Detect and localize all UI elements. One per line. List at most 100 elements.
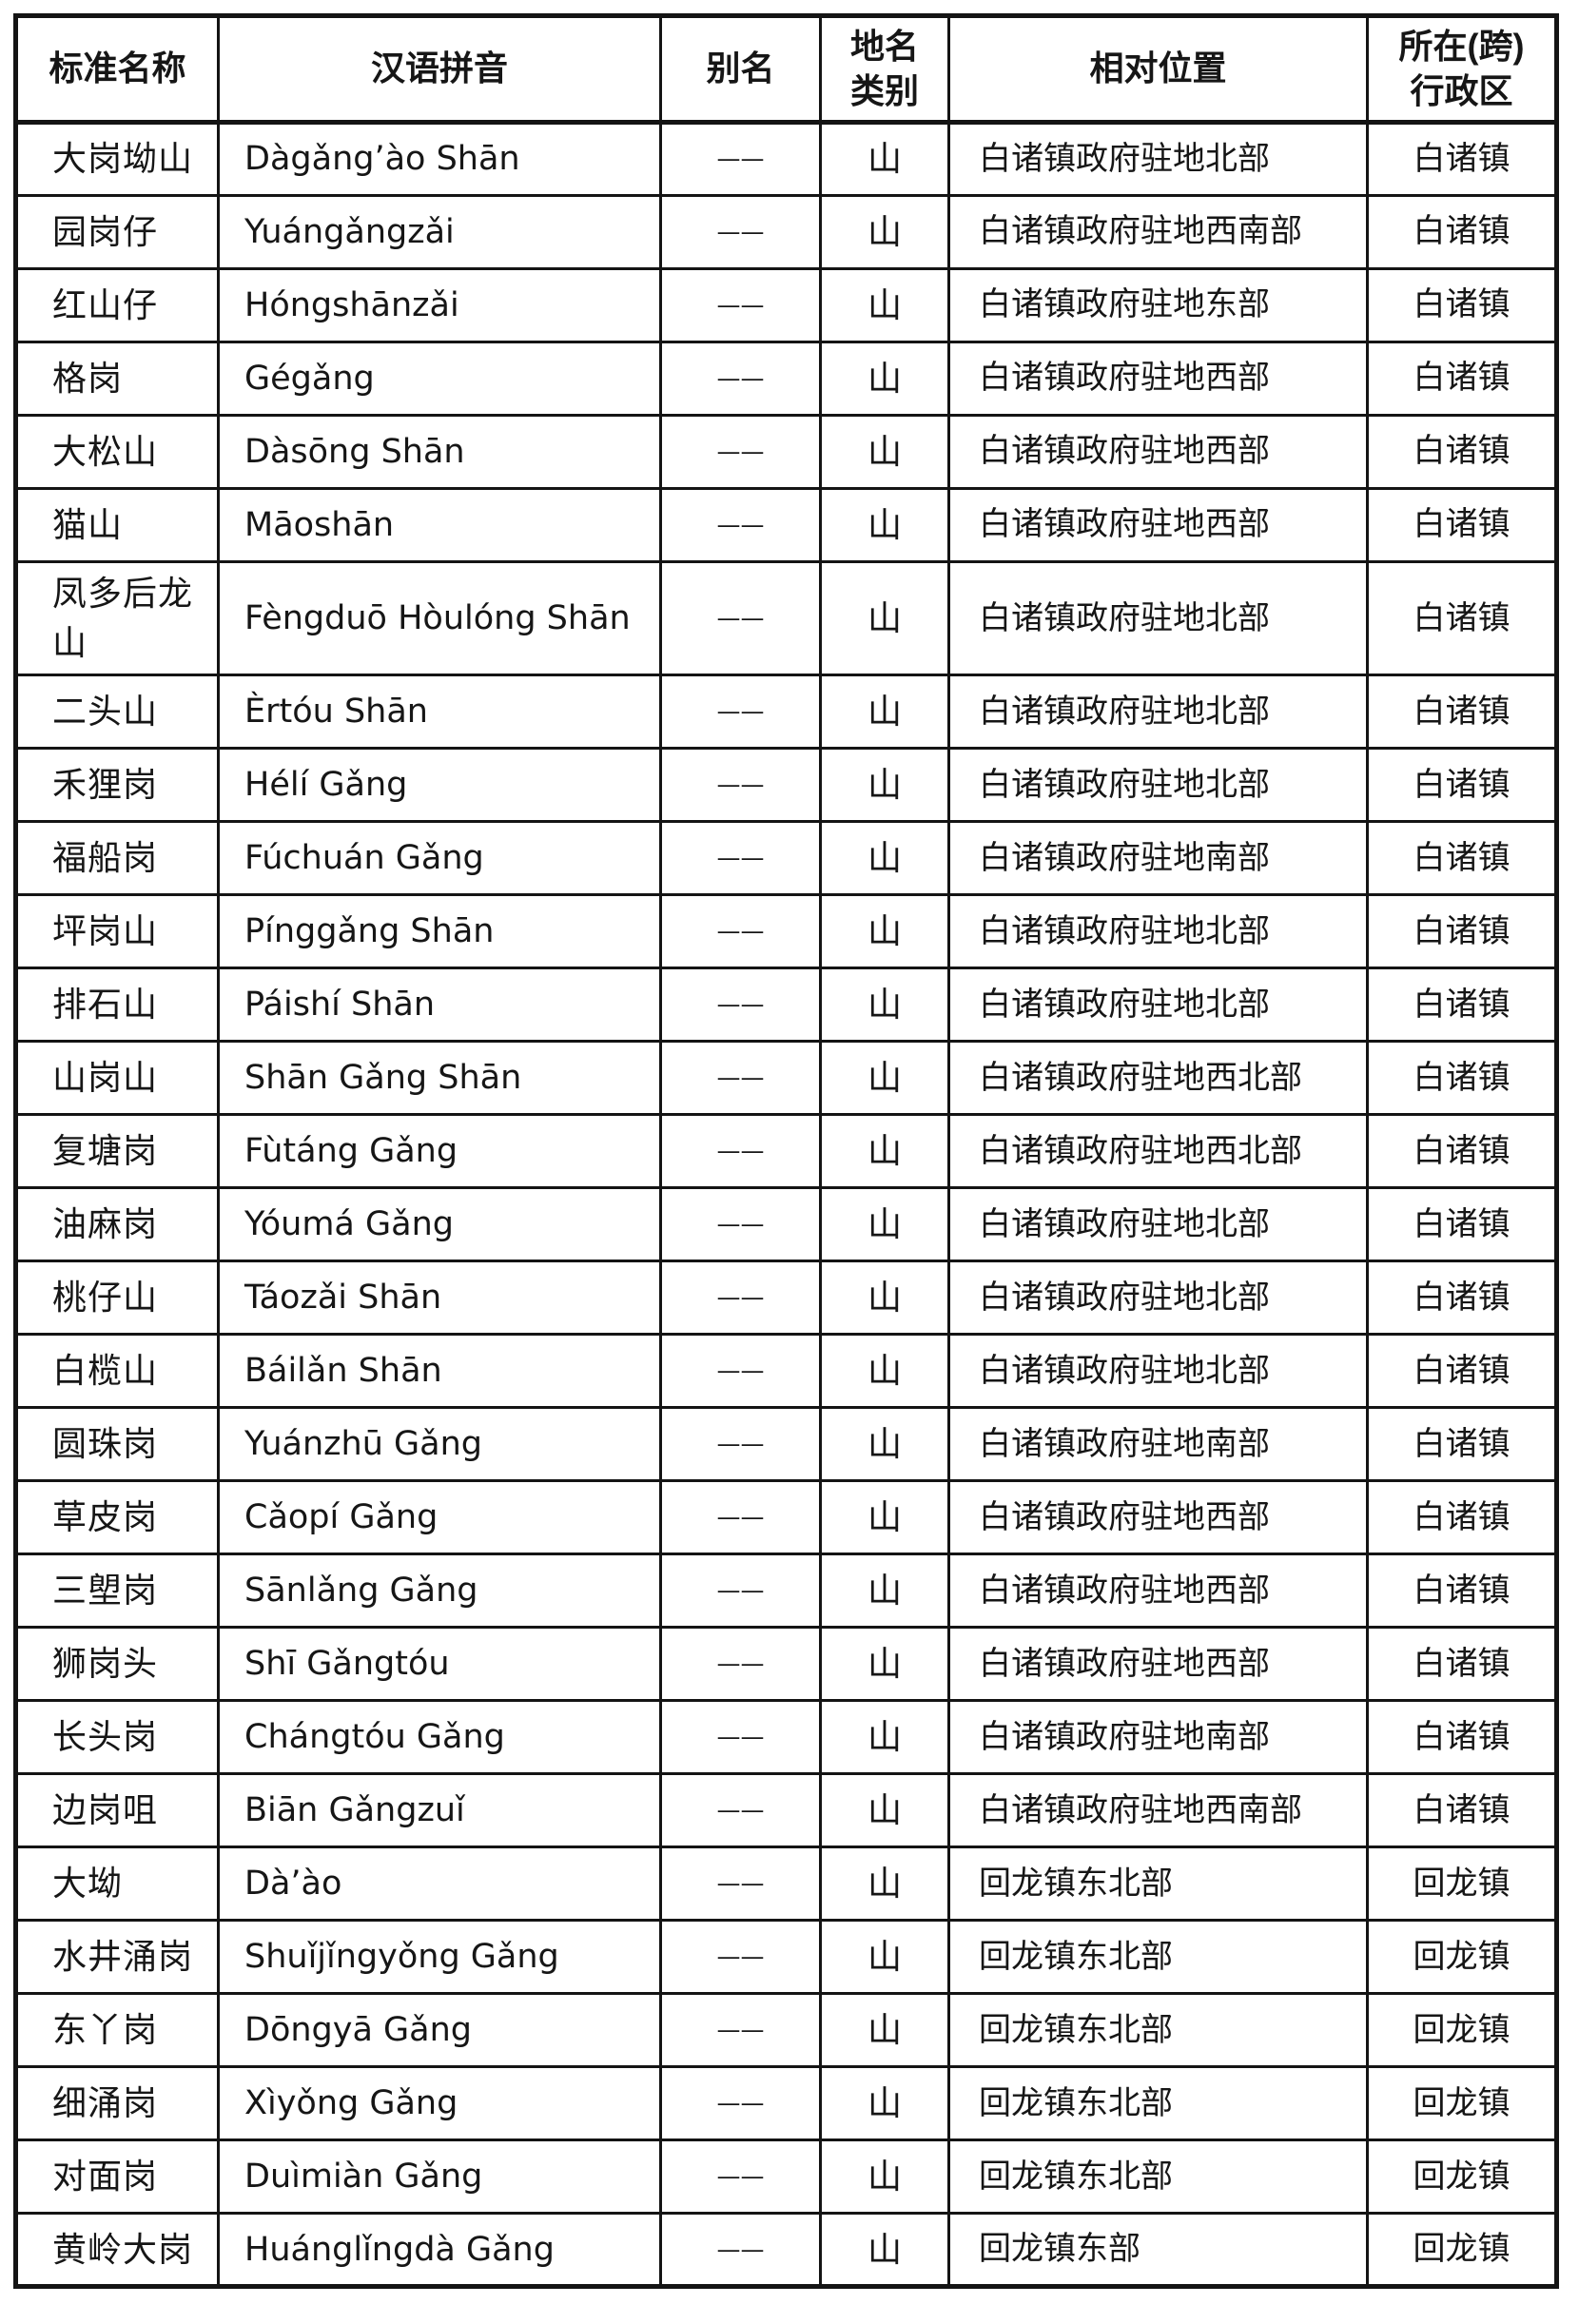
cell-category: 山 [819, 1553, 950, 1630]
cell-alias: —— [659, 820, 822, 897]
cell-alias: —— [659, 2138, 822, 2216]
cell-name: 对面岗 [14, 2138, 220, 2216]
table-row: 狮岗头 Shī Gǎngtóu —— 山白诸镇政府驻地西部 白诸镇 [14, 1626, 1558, 1703]
cell-position: 白诸镇政府驻地西部 [947, 1479, 1369, 1556]
cell-region: 白诸镇 [1366, 1333, 1558, 1410]
cell-name: 长头岗 [14, 1699, 220, 1776]
cell-pinyin: Fùtáng Gǎng [217, 1113, 662, 1190]
table-row: 黄岭大岗 Huánglǐngdà Gǎng —— 山回龙镇东部 回龙镇 [14, 2212, 1558, 2289]
cell-alias: —— [659, 1113, 822, 1190]
table-header-row: 标准名称 汉语拼音 别名 地名 类别 相对位置 所在(跨) 行政区 [14, 14, 1558, 125]
cell-region: 白诸镇 [1366, 1040, 1558, 1117]
cell-name: 狮岗头 [14, 1626, 220, 1703]
cell-position: 白诸镇政府驻地西部 [947, 487, 1369, 563]
cell-name: 凤多后龙山 [14, 559, 220, 677]
cell-position: 白诸镇政府驻地南部 [947, 1699, 1369, 1776]
table-row: 禾狸岗 Hélí Gǎng —— 山白诸镇政府驻地北部 白诸镇 [14, 747, 1558, 824]
cell-name: 桃仔山 [14, 1260, 220, 1337]
cell-region: 白诸镇 [1366, 1260, 1558, 1337]
cell-pinyin: Fèngduō Hòulóng Shān [217, 559, 662, 677]
cell-position: 白诸镇政府驻地西部 [947, 1626, 1369, 1703]
cell-region: 白诸镇 [1366, 1113, 1558, 1190]
cell-alias: —— [659, 194, 822, 270]
cell-category: 山 [819, 2212, 950, 2289]
cell-category: 山 [819, 1186, 950, 1263]
cell-region: 回龙镇 [1366, 2138, 1558, 2216]
cell-pinyin: Sānlǎng Gǎng [217, 1553, 662, 1630]
cell-alias: —— [659, 1699, 822, 1776]
cell-region: 白诸镇 [1366, 1553, 1558, 1630]
cell-category: 山 [819, 747, 950, 824]
cell-name: 油麻岗 [14, 1186, 220, 1263]
cell-alias: —— [659, 1919, 822, 1996]
cell-name: 格岗 [14, 341, 220, 417]
table-row: 大松山 Dàsōng Shān —— 山白诸镇政府驻地西部 白诸镇 [14, 414, 1558, 490]
cell-region: 回龙镇 [1366, 2065, 1558, 2142]
cell-pinyin: Táozǎi Shān [217, 1260, 662, 1337]
cell-region: 白诸镇 [1366, 1479, 1558, 1556]
cell-alias: —— [659, 121, 822, 197]
cell-region: 白诸镇 [1366, 121, 1558, 197]
table-row: 山岗山 Shān Gǎng Shān —— 山白诸镇政府驻地西北部 白诸镇 [14, 1040, 1558, 1117]
cell-category: 山 [819, 267, 950, 343]
cell-name: 圆珠岗 [14, 1406, 220, 1483]
cell-category: 山 [819, 341, 950, 417]
cell-position: 回龙镇东部 [947, 2212, 1369, 2289]
cell-region: 白诸镇 [1366, 341, 1558, 417]
cell-pinyin: Dà’ào [217, 1846, 662, 1923]
table-row: 细涌岗 Xìyǒng Gǎng —— 山回龙镇东北部 回龙镇 [14, 2065, 1558, 2142]
cell-name: 东丫岗 [14, 1992, 220, 2069]
cell-name: 黄岭大岗 [14, 2212, 220, 2289]
cell-alias: —— [659, 1992, 822, 2069]
cell-pinyin: Shī Gǎngtóu [217, 1626, 662, 1703]
table-row: 水井涌岗 Shuǐjǐngyǒng Gǎng —— 山回龙镇东北部 回龙镇 [14, 1919, 1558, 1996]
cell-name: 二头山 [14, 674, 220, 751]
cell-pinyin: Fúchuán Gǎng [217, 820, 662, 897]
cell-category: 山 [819, 1479, 950, 1556]
cell-position: 回龙镇东北部 [947, 1992, 1369, 2069]
cell-category: 山 [819, 1919, 950, 1996]
cell-position: 白诸镇政府驻地西部 [947, 414, 1369, 490]
cell-position: 白诸镇政府驻地西北部 [947, 1040, 1369, 1117]
cell-position: 白诸镇政府驻地北部 [947, 674, 1369, 751]
cell-position: 白诸镇政府驻地南部 [947, 820, 1369, 897]
cell-name: 福船岗 [14, 820, 220, 897]
cell-position: 白诸镇政府驻地北部 [947, 747, 1369, 824]
cell-alias: —— [659, 1772, 822, 1849]
cell-alias: —— [659, 487, 822, 563]
cell-alias: —— [659, 1626, 822, 1703]
cell-alias: —— [659, 267, 822, 343]
cell-region: 白诸镇 [1366, 1626, 1558, 1703]
cell-name: 复塘岗 [14, 1113, 220, 1190]
cell-category: 山 [819, 414, 950, 490]
cell-pinyin: Xìyǒng Gǎng [217, 2065, 662, 2142]
cell-pinyin: Yóumá Gǎng [217, 1186, 662, 1263]
cell-alias: —— [659, 341, 822, 417]
cell-pinyin: Biān Gǎngzuǐ [217, 1772, 662, 1849]
cell-alias: —— [659, 1553, 822, 1630]
cell-category: 山 [819, 1113, 950, 1190]
cell-name: 大岗坳山 [14, 121, 220, 197]
cell-category: 山 [819, 1772, 950, 1849]
cell-category: 山 [819, 487, 950, 563]
cell-position: 白诸镇政府驻地北部 [947, 1333, 1369, 1410]
cell-category: 山 [819, 674, 950, 751]
table-row: 长头岗 Chángtóu Gǎng —— 山白诸镇政府驻地南部 白诸镇 [14, 1699, 1558, 1776]
header-category: 地名 类别 [819, 14, 950, 125]
table-row: 格岗 Gégǎng —— 山白诸镇政府驻地西部 白诸镇 [14, 341, 1558, 417]
table-row: 猫山 Māoshān —— 山白诸镇政府驻地西部 白诸镇 [14, 487, 1558, 563]
cell-position: 白诸镇政府驻地东部 [947, 267, 1369, 343]
cell-pinyin: Páishí Shān [217, 967, 662, 1044]
cell-category: 山 [819, 1333, 950, 1410]
table-row: 坪岗山 Pínggǎng Shān —— 山白诸镇政府驻地北部 白诸镇 [14, 893, 1558, 970]
cell-alias: —— [659, 2212, 822, 2289]
cell-name: 猫山 [14, 487, 220, 563]
cell-pinyin: Chángtóu Gǎng [217, 1699, 662, 1776]
cell-region: 白诸镇 [1366, 414, 1558, 490]
cell-region: 白诸镇 [1366, 1186, 1558, 1263]
table-row: 二头山 Èrtóu Shān —— 山白诸镇政府驻地北部 白诸镇 [14, 674, 1558, 751]
cell-name: 坪岗山 [14, 893, 220, 970]
table-row: 桃仔山 Táozǎi Shān —— 山白诸镇政府驻地北部 白诸镇 [14, 1260, 1558, 1337]
cell-region: 回龙镇 [1366, 1846, 1558, 1923]
cell-category: 山 [819, 2065, 950, 2142]
